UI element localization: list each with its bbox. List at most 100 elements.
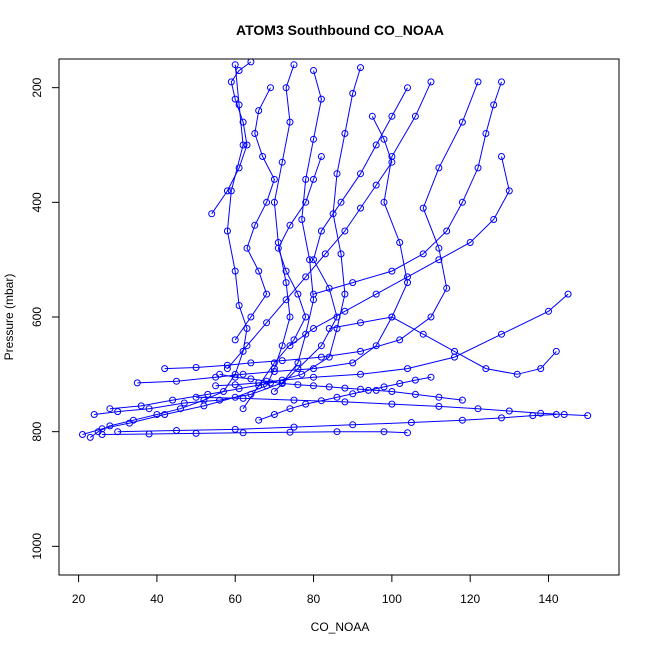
x-tick-label: 140 [538,592,558,606]
chart-title: ATOM3 Southbound CO_NOAA [236,22,444,38]
data-point [290,423,298,431]
data-point [231,381,239,389]
data-point [317,153,325,160]
series-line [234,87,275,341]
data-point [278,158,286,166]
data-point [192,364,200,371]
series-line [82,64,295,435]
data-point [243,141,251,149]
data-point [114,408,122,416]
data-point [180,399,188,407]
data-point [286,428,294,436]
data-point [404,273,411,281]
data-point [310,373,317,381]
data-point [212,382,220,390]
data-point [388,267,396,275]
data-point [231,61,239,69]
data-point [380,198,388,206]
series-line [242,156,322,409]
data-point [306,256,314,264]
data-point [270,359,278,367]
series-line [117,414,557,433]
series-line [164,81,479,370]
data-point [498,153,505,160]
data-point [341,384,349,392]
data-point [267,379,274,387]
data-point [239,370,247,378]
data-point [458,118,466,126]
data-point [263,198,271,206]
data-point [247,313,255,321]
data-point [243,325,251,332]
data-point [286,221,294,229]
data-point [231,267,239,275]
data-point [302,330,310,338]
x-tick-label: 100 [382,592,402,606]
data-point [282,296,290,304]
data-point [270,368,278,375]
data-point [294,290,302,298]
data-point [474,405,482,413]
data-point [505,187,513,195]
data-point [216,370,224,378]
data-point [317,397,325,405]
data-point [357,347,364,355]
data-point [325,383,333,391]
data-point [106,405,114,413]
data-point [192,429,200,437]
data-series [212,290,572,390]
series-line [94,70,322,415]
series-line [211,61,252,215]
data-point [243,244,251,252]
data-point [372,141,380,149]
data-point [333,170,341,178]
data-point [388,112,396,120]
data-point [396,380,404,387]
data-point [349,279,357,287]
data-point [505,407,513,415]
data-point [545,307,552,315]
data-point [404,365,411,373]
data-point [223,227,231,235]
data-point [310,382,317,390]
data-point [145,430,153,438]
data-series [192,393,592,420]
data-series [310,78,505,298]
series-line [137,81,432,384]
data-point [286,405,294,413]
data-series [106,64,364,413]
data-point [235,101,243,109]
data-point [372,181,380,189]
data-point [153,411,161,418]
data-point [126,419,133,427]
data-series [231,84,278,344]
data-point [310,365,317,373]
data-point [270,175,278,183]
data-point [79,431,86,438]
data-series [239,153,325,413]
data-point [239,405,247,413]
data-point [552,411,560,418]
data-point [282,84,290,92]
data-point [239,394,247,402]
data-point [133,379,141,387]
data-point [251,221,259,229]
data-point [255,267,263,275]
data-point [302,175,310,183]
data-series [216,370,466,404]
data-point [498,414,505,422]
data-point [388,158,396,166]
data-point [419,204,427,212]
data-point [310,175,317,183]
data-point [255,382,263,390]
data-point [223,365,231,373]
data-point [106,422,114,430]
data-point [411,112,419,120]
data-point [298,370,306,378]
data-point [231,336,239,344]
data-point [357,204,364,212]
data-point [584,412,592,420]
data-point [427,373,435,381]
series-line [215,293,569,387]
data-point [537,365,545,373]
